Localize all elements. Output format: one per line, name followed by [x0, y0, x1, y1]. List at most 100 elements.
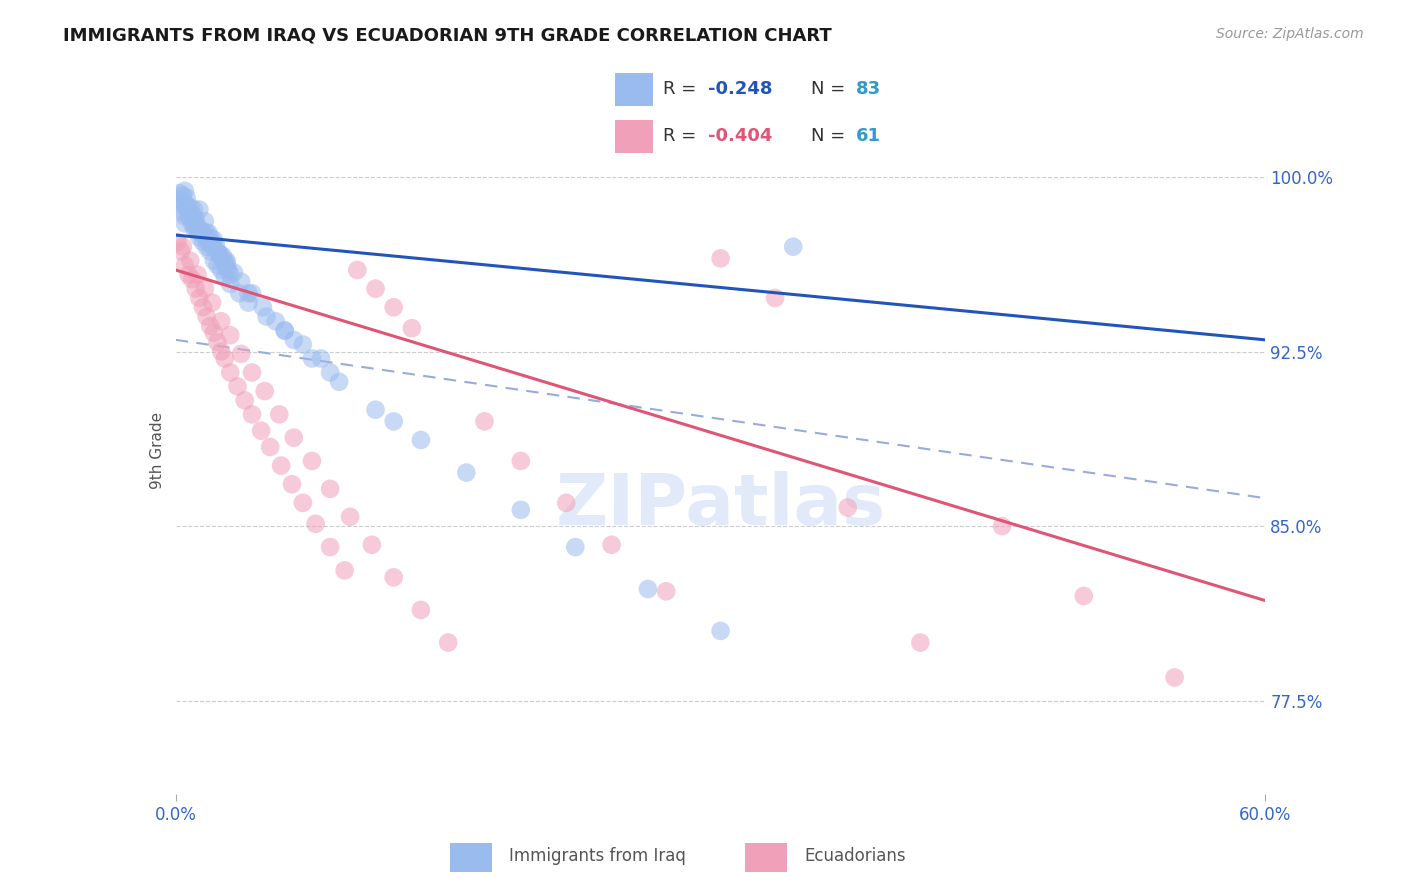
Point [360, 538, 382, 552]
Point [274, 324, 297, 338]
Text: N =: N = [811, 80, 845, 98]
Point [319, 540, 342, 554]
Point [194, 228, 217, 243]
Point [179, 207, 201, 221]
Point [509, 454, 531, 468]
Point [301, 454, 323, 468]
Point [202, 233, 225, 247]
Point [364, 402, 387, 417]
Bar [614, 120, 652, 153]
Point [179, 200, 201, 214]
Point [655, 584, 678, 599]
Point [197, 235, 219, 249]
Point [181, 272, 204, 286]
Point [207, 258, 229, 272]
Point [238, 295, 260, 310]
Point [219, 268, 242, 282]
Point [214, 256, 236, 270]
Point [186, 219, 209, 233]
Point [600, 538, 623, 552]
Point [188, 202, 211, 217]
Point [555, 496, 578, 510]
Point [269, 408, 291, 422]
Point [186, 268, 209, 282]
Point [637, 582, 659, 596]
Point [409, 603, 432, 617]
Point [201, 240, 224, 254]
Point [184, 282, 207, 296]
Point [259, 440, 281, 454]
Point [240, 286, 263, 301]
Bar [450, 843, 492, 872]
Text: Source: ZipAtlas.com: Source: ZipAtlas.com [1216, 27, 1364, 41]
Point [250, 424, 273, 438]
Point [202, 326, 225, 340]
Point [166, 193, 188, 207]
Point [710, 252, 733, 266]
Point [252, 300, 274, 314]
Point [179, 253, 201, 268]
Point [209, 314, 232, 328]
Point [304, 516, 326, 531]
Point [204, 237, 226, 252]
Point [173, 258, 195, 272]
Point [183, 211, 205, 226]
Point [209, 344, 232, 359]
Point [195, 240, 218, 254]
Text: IMMIGRANTS FROM IRAQ VS ECUADORIAN 9TH GRADE CORRELATION CHART: IMMIGRANTS FROM IRAQ VS ECUADORIAN 9TH G… [63, 27, 832, 45]
Point [319, 482, 342, 496]
Point [319, 366, 342, 380]
Point [339, 509, 361, 524]
Point [283, 431, 305, 445]
Point [437, 635, 460, 649]
Point [201, 295, 224, 310]
Point [200, 230, 222, 244]
Text: -0.404: -0.404 [709, 128, 772, 145]
Point [219, 328, 242, 343]
Point [209, 263, 232, 277]
Point [837, 500, 859, 515]
Point [309, 351, 332, 366]
Point [184, 221, 207, 235]
Text: R =: R = [664, 80, 696, 98]
Point [195, 226, 218, 240]
Point [256, 310, 278, 324]
Point [382, 570, 405, 584]
Point [333, 563, 356, 577]
Point [173, 184, 195, 198]
Bar [614, 73, 652, 105]
Point [208, 246, 231, 260]
Point [176, 198, 198, 212]
Point [328, 375, 350, 389]
Point [212, 249, 235, 263]
Point [177, 210, 200, 224]
Point [181, 217, 204, 231]
Point [1163, 670, 1185, 684]
Point [186, 223, 209, 237]
Point [188, 230, 211, 244]
Point [226, 379, 249, 393]
Point [253, 384, 276, 398]
Point [200, 318, 222, 333]
Point [264, 314, 287, 328]
Point [177, 268, 200, 282]
Point [191, 300, 214, 314]
Point [215, 256, 238, 270]
Point [219, 277, 242, 291]
Point [382, 414, 405, 428]
Point [183, 221, 205, 235]
Point [474, 414, 496, 428]
Point [170, 198, 193, 212]
Point [207, 335, 229, 350]
Bar [745, 843, 787, 872]
Point [991, 519, 1014, 533]
Point [564, 540, 586, 554]
Point [270, 458, 292, 473]
Point [240, 366, 263, 380]
Point [207, 244, 229, 259]
Point [170, 244, 193, 259]
Point [222, 265, 245, 279]
Point [238, 286, 260, 301]
Point [177, 204, 200, 219]
Point [214, 270, 236, 285]
